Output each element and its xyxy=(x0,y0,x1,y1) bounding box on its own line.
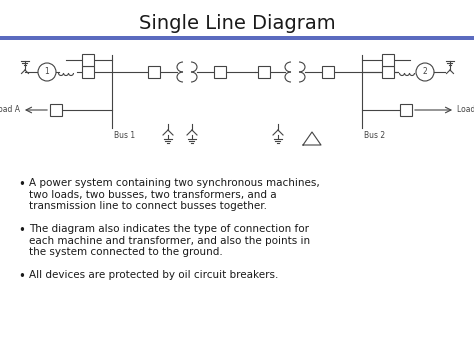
Text: Load A: Load A xyxy=(0,105,20,115)
Text: A power system containing two synchronous machines,
two loads, two busses, two t: A power system containing two synchronou… xyxy=(29,178,320,211)
Bar xyxy=(82,66,94,78)
Circle shape xyxy=(38,63,56,81)
Bar xyxy=(322,66,334,78)
Text: 2: 2 xyxy=(423,67,428,76)
Text: Bus 1: Bus 1 xyxy=(114,131,135,140)
Text: •: • xyxy=(18,270,25,283)
Bar xyxy=(258,66,270,78)
Bar xyxy=(82,54,94,66)
Text: Bus 2: Bus 2 xyxy=(364,131,385,140)
Bar xyxy=(382,54,394,66)
Text: All devices are protected by oil circuit breakers.: All devices are protected by oil circuit… xyxy=(29,270,278,280)
Bar xyxy=(214,66,226,78)
Bar xyxy=(0,36,474,40)
Text: •: • xyxy=(18,224,25,237)
Text: •: • xyxy=(18,178,25,191)
Circle shape xyxy=(416,63,434,81)
Bar xyxy=(382,66,394,78)
Text: The diagram also indicates the type of connection for
each machine and transform: The diagram also indicates the type of c… xyxy=(29,224,310,257)
Text: Single Line Diagram: Single Line Diagram xyxy=(139,14,335,33)
Bar xyxy=(148,66,160,78)
Text: Load B: Load B xyxy=(457,105,474,115)
Text: 1: 1 xyxy=(45,67,49,76)
Bar xyxy=(400,104,412,116)
Bar xyxy=(50,104,62,116)
